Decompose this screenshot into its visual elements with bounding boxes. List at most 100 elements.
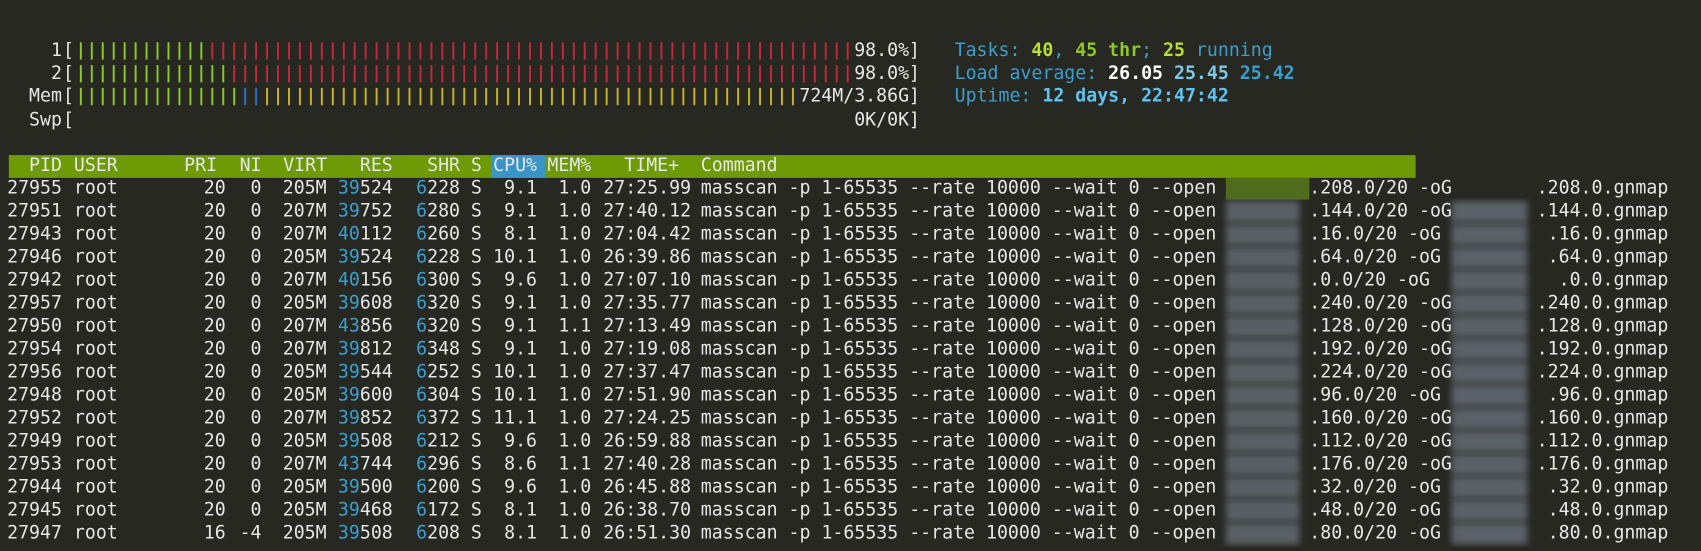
meter-bar bbox=[342, 65, 345, 83]
cell: 27943 bbox=[7, 224, 62, 245]
cell-part: 524 bbox=[360, 247, 393, 268]
cell: 207M bbox=[283, 454, 327, 475]
cell: 0 bbox=[251, 201, 262, 222]
cell: 27:04.42 bbox=[603, 224, 691, 245]
cell: .208.0.gnmap bbox=[1537, 178, 1669, 199]
redacted-ip bbox=[1225, 430, 1300, 453]
cell: 1.1 bbox=[558, 316, 591, 337]
cell: masscan -p 1-65535 --rate 10000 --wait 0… bbox=[701, 385, 1217, 406]
cell: .144.0.gnmap bbox=[1537, 201, 1669, 222]
cell-part: 6 bbox=[416, 477, 427, 498]
cell: 9.1 bbox=[504, 201, 537, 222]
meter-bar bbox=[90, 65, 93, 83]
meter-bar bbox=[824, 42, 827, 60]
meter-bar bbox=[189, 87, 192, 106]
cell-part: 280 bbox=[427, 201, 460, 222]
summary-part: Uptime: bbox=[955, 86, 1043, 107]
cell: S bbox=[471, 454, 482, 475]
meter-bar bbox=[200, 87, 203, 106]
meter-bar bbox=[649, 42, 652, 60]
cell: root bbox=[74, 247, 118, 268]
cell: .224.0/20 -oG bbox=[1309, 362, 1452, 383]
cell: 8.1 bbox=[504, 523, 537, 544]
cell: .112.0/20 -oG bbox=[1309, 431, 1452, 452]
cell: 40156 bbox=[338, 270, 393, 291]
meter-bar bbox=[134, 42, 137, 60]
cell: .96.0/20 -oG bbox=[1309, 385, 1441, 406]
cell: .240.0.gnmap bbox=[1537, 293, 1669, 314]
redacted-ip bbox=[1225, 315, 1300, 338]
cell: 1.0 bbox=[558, 362, 591, 383]
meter-bar bbox=[748, 87, 751, 106]
cell-part: 43 bbox=[338, 316, 360, 337]
meter-bar bbox=[671, 87, 674, 106]
cell: .224.0.gnmap bbox=[1537, 362, 1669, 383]
cell-part: 744 bbox=[360, 454, 393, 475]
meter-bar bbox=[255, 65, 258, 83]
meter-bar bbox=[638, 87, 641, 106]
summary-part bbox=[1229, 63, 1240, 84]
meter-bar bbox=[605, 87, 608, 106]
cell: S bbox=[471, 362, 482, 383]
meter-label: 1 bbox=[51, 40, 62, 61]
cell: 1.0 bbox=[558, 201, 591, 222]
cell: 205M bbox=[283, 385, 327, 406]
meter-bar bbox=[112, 42, 115, 60]
cell-part: 6 bbox=[416, 500, 427, 521]
cell: 207M bbox=[283, 224, 327, 245]
meter-bar bbox=[627, 42, 630, 60]
cell-part: 6 bbox=[416, 293, 427, 314]
cell: 27954 bbox=[7, 339, 62, 360]
cell: 27942 bbox=[7, 270, 62, 291]
meter-bar bbox=[200, 65, 203, 83]
cell: 39500 bbox=[338, 477, 393, 498]
column-header: USER bbox=[74, 155, 118, 176]
meter-bar bbox=[145, 42, 148, 60]
meter-bar bbox=[485, 42, 488, 60]
meter-bar bbox=[331, 65, 334, 83]
cell: 0 bbox=[251, 362, 262, 383]
cell: 6280 bbox=[416, 201, 460, 222]
redacted-ip bbox=[1225, 223, 1300, 246]
meter-bar bbox=[90, 42, 93, 60]
meter-bar bbox=[726, 65, 729, 83]
meter-bar bbox=[605, 42, 608, 60]
cell-part: 39 bbox=[338, 339, 360, 360]
meter-bar bbox=[583, 87, 586, 106]
meter-bar bbox=[266, 65, 269, 83]
cell: 26:39.86 bbox=[603, 247, 691, 268]
meter-value: 98.0% bbox=[854, 40, 909, 61]
cell: root bbox=[74, 431, 118, 452]
meter-bracket: [ bbox=[63, 63, 74, 84]
cell: 6212 bbox=[416, 431, 460, 452]
meter-bar bbox=[452, 65, 455, 83]
meter-bar bbox=[430, 65, 433, 83]
redacted-ip bbox=[1225, 200, 1300, 223]
meter-bar bbox=[386, 87, 389, 106]
meter-bar bbox=[748, 42, 751, 60]
meter-bar bbox=[408, 42, 411, 60]
meter-bar bbox=[342, 42, 345, 60]
meter-bar bbox=[550, 87, 553, 106]
cell-part: 300 bbox=[427, 270, 460, 291]
cell-part: 260 bbox=[427, 224, 460, 245]
meter-bar bbox=[375, 42, 378, 60]
summary-part: 26.05 bbox=[1108, 63, 1163, 84]
summary-part bbox=[1163, 63, 1174, 84]
cell: 39812 bbox=[338, 339, 393, 360]
meter-bar bbox=[266, 87, 269, 106]
cell: 1.0 bbox=[558, 408, 591, 429]
meter-bar bbox=[156, 42, 159, 60]
summary-part: 12 days, 22:47:42 bbox=[1042, 86, 1228, 107]
column-header: NI bbox=[240, 155, 262, 176]
cell: 0 bbox=[251, 431, 262, 452]
cell-part: 39 bbox=[338, 385, 360, 406]
cell-part: 228 bbox=[427, 247, 460, 268]
cell: 6304 bbox=[416, 385, 460, 406]
cell: .32.0.gnmap bbox=[1548, 477, 1669, 498]
meter-bar bbox=[616, 42, 619, 60]
cell-part: 6 bbox=[416, 408, 427, 429]
meter-bar bbox=[156, 87, 159, 106]
summary-line: Load average: 26.05 25.45 25.42 bbox=[955, 63, 1295, 84]
